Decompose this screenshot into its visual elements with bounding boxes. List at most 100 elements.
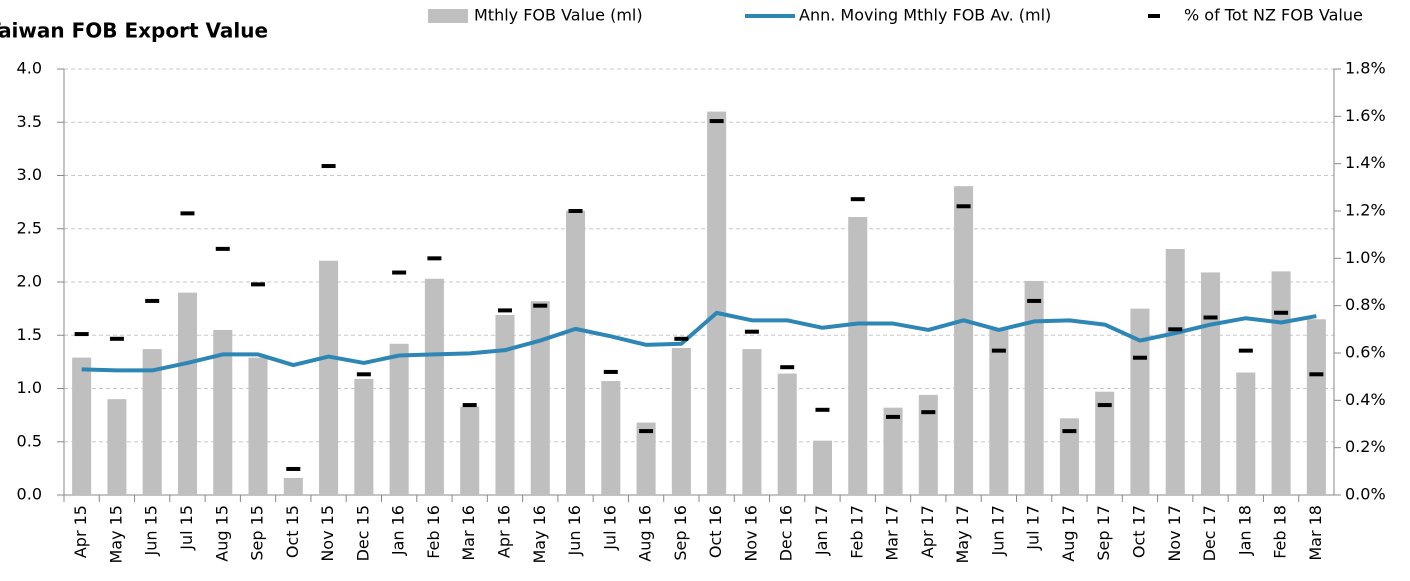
x-tick-label: Nov 17 xyxy=(1165,505,1184,562)
bar xyxy=(1306,319,1326,495)
bar xyxy=(72,357,92,495)
marker xyxy=(991,348,1006,353)
x-tick-label: Jan 16 xyxy=(389,505,408,556)
marker xyxy=(392,270,407,275)
x-tick-label: Feb 18 xyxy=(1271,505,1290,559)
y2-tick-label: 1.8% xyxy=(1345,59,1386,78)
x-tick-label: Aug 15 xyxy=(212,505,231,562)
x-tick-label: May 16 xyxy=(530,505,549,564)
marker xyxy=(180,211,195,216)
y2-tick-label: 0.2% xyxy=(1345,437,1386,456)
x-tick-label: Nov 16 xyxy=(741,505,760,562)
y2-tick-label: 0.4% xyxy=(1345,390,1386,409)
bar xyxy=(671,348,691,495)
bar xyxy=(424,278,444,495)
marker xyxy=(1027,298,1042,303)
bar xyxy=(707,111,727,495)
x-tick-label: Apr 16 xyxy=(494,505,513,558)
marker xyxy=(1274,310,1289,315)
chart-title: Taiwan FOB Export Value xyxy=(0,19,268,43)
bar xyxy=(1236,372,1256,495)
y-tick-label: 1.0 xyxy=(17,378,42,397)
marker xyxy=(603,369,618,374)
x-tick-label: Oct 15 xyxy=(283,505,302,558)
marker xyxy=(674,336,689,341)
y-tick-label: 3.5 xyxy=(17,112,42,131)
x-tick-label: Feb 17 xyxy=(847,505,866,559)
marker xyxy=(1168,327,1183,332)
bar xyxy=(812,440,832,495)
bar xyxy=(354,378,374,495)
bar xyxy=(1024,280,1044,495)
bar xyxy=(1095,391,1115,495)
x-tick-label: Oct 17 xyxy=(1129,505,1148,558)
x-tick-label: Aug 17 xyxy=(1059,505,1078,562)
x-tick-label: Apr 17 xyxy=(918,505,937,558)
x-tick-label: Oct 16 xyxy=(706,505,725,558)
bar xyxy=(566,210,586,495)
marker xyxy=(215,246,230,251)
bar xyxy=(283,477,303,495)
bar xyxy=(918,394,938,495)
x-tick-label: Jan 17 xyxy=(812,505,831,556)
x-tick-label: Jul 17 xyxy=(1024,505,1043,551)
x-tick-label: Dec 17 xyxy=(1200,505,1219,561)
legend-label: % of Tot NZ FOB Value xyxy=(1184,6,1363,25)
x-tick-label: Dec 16 xyxy=(777,505,796,561)
y-tick-label: 4.0 xyxy=(17,59,42,78)
bar xyxy=(213,329,233,495)
y2-tick-label: 1.6% xyxy=(1345,106,1386,125)
legend-label: Mthly FOB Value (ml) xyxy=(474,6,643,25)
bar xyxy=(883,407,903,495)
x-tick-label: Nov 15 xyxy=(318,505,337,562)
marker xyxy=(1203,315,1218,320)
x-tick-label: Jul 15 xyxy=(177,505,196,551)
x-tick-label: Jan 18 xyxy=(1235,505,1254,556)
x-tick-label: Apr 15 xyxy=(71,505,90,558)
bar xyxy=(989,329,1009,495)
bar xyxy=(248,357,268,495)
marker xyxy=(251,282,266,287)
y2-tick-label: 1.2% xyxy=(1345,201,1386,220)
bar xyxy=(495,315,515,495)
marker xyxy=(462,403,477,408)
y2-tick-label: 0.8% xyxy=(1345,295,1386,314)
y-tick-label: 3.0 xyxy=(17,165,42,184)
x-tick-label: Jun 17 xyxy=(988,505,1007,556)
x-tick-label: Mar 17 xyxy=(883,505,902,561)
marker xyxy=(356,372,371,377)
bar xyxy=(601,381,621,495)
x-tick-label: Jun 16 xyxy=(565,505,584,556)
bar xyxy=(954,186,974,495)
marker xyxy=(956,204,971,209)
bar xyxy=(107,399,127,495)
marker xyxy=(533,303,548,308)
bar xyxy=(177,292,197,495)
bar xyxy=(142,349,162,495)
y2-tick-label: 0.0% xyxy=(1345,485,1386,504)
x-tick-label: May 15 xyxy=(106,505,125,564)
bar xyxy=(319,260,339,495)
x-tick-label: Aug 16 xyxy=(636,505,655,562)
bar xyxy=(777,373,797,495)
marker xyxy=(568,209,583,213)
marker xyxy=(321,164,336,169)
bar xyxy=(460,406,480,495)
x-tick-label: Sep 16 xyxy=(671,505,690,561)
line xyxy=(81,310,1317,373)
y2-tick-label: 1.0% xyxy=(1345,248,1386,267)
bar xyxy=(1130,308,1150,495)
x-tick-label: Dec 15 xyxy=(353,505,372,561)
y2-tick-label: 1.4% xyxy=(1345,153,1386,172)
bar xyxy=(742,349,762,495)
marker xyxy=(709,119,724,124)
x-tick-label: May 17 xyxy=(953,505,972,564)
marker xyxy=(744,329,759,334)
y-tick-label: 0.0 xyxy=(17,485,42,504)
marker xyxy=(74,332,89,337)
marker xyxy=(639,429,654,434)
x-tick-label: Sep 15 xyxy=(248,505,267,561)
bar xyxy=(1059,418,1079,495)
marker xyxy=(145,298,160,303)
